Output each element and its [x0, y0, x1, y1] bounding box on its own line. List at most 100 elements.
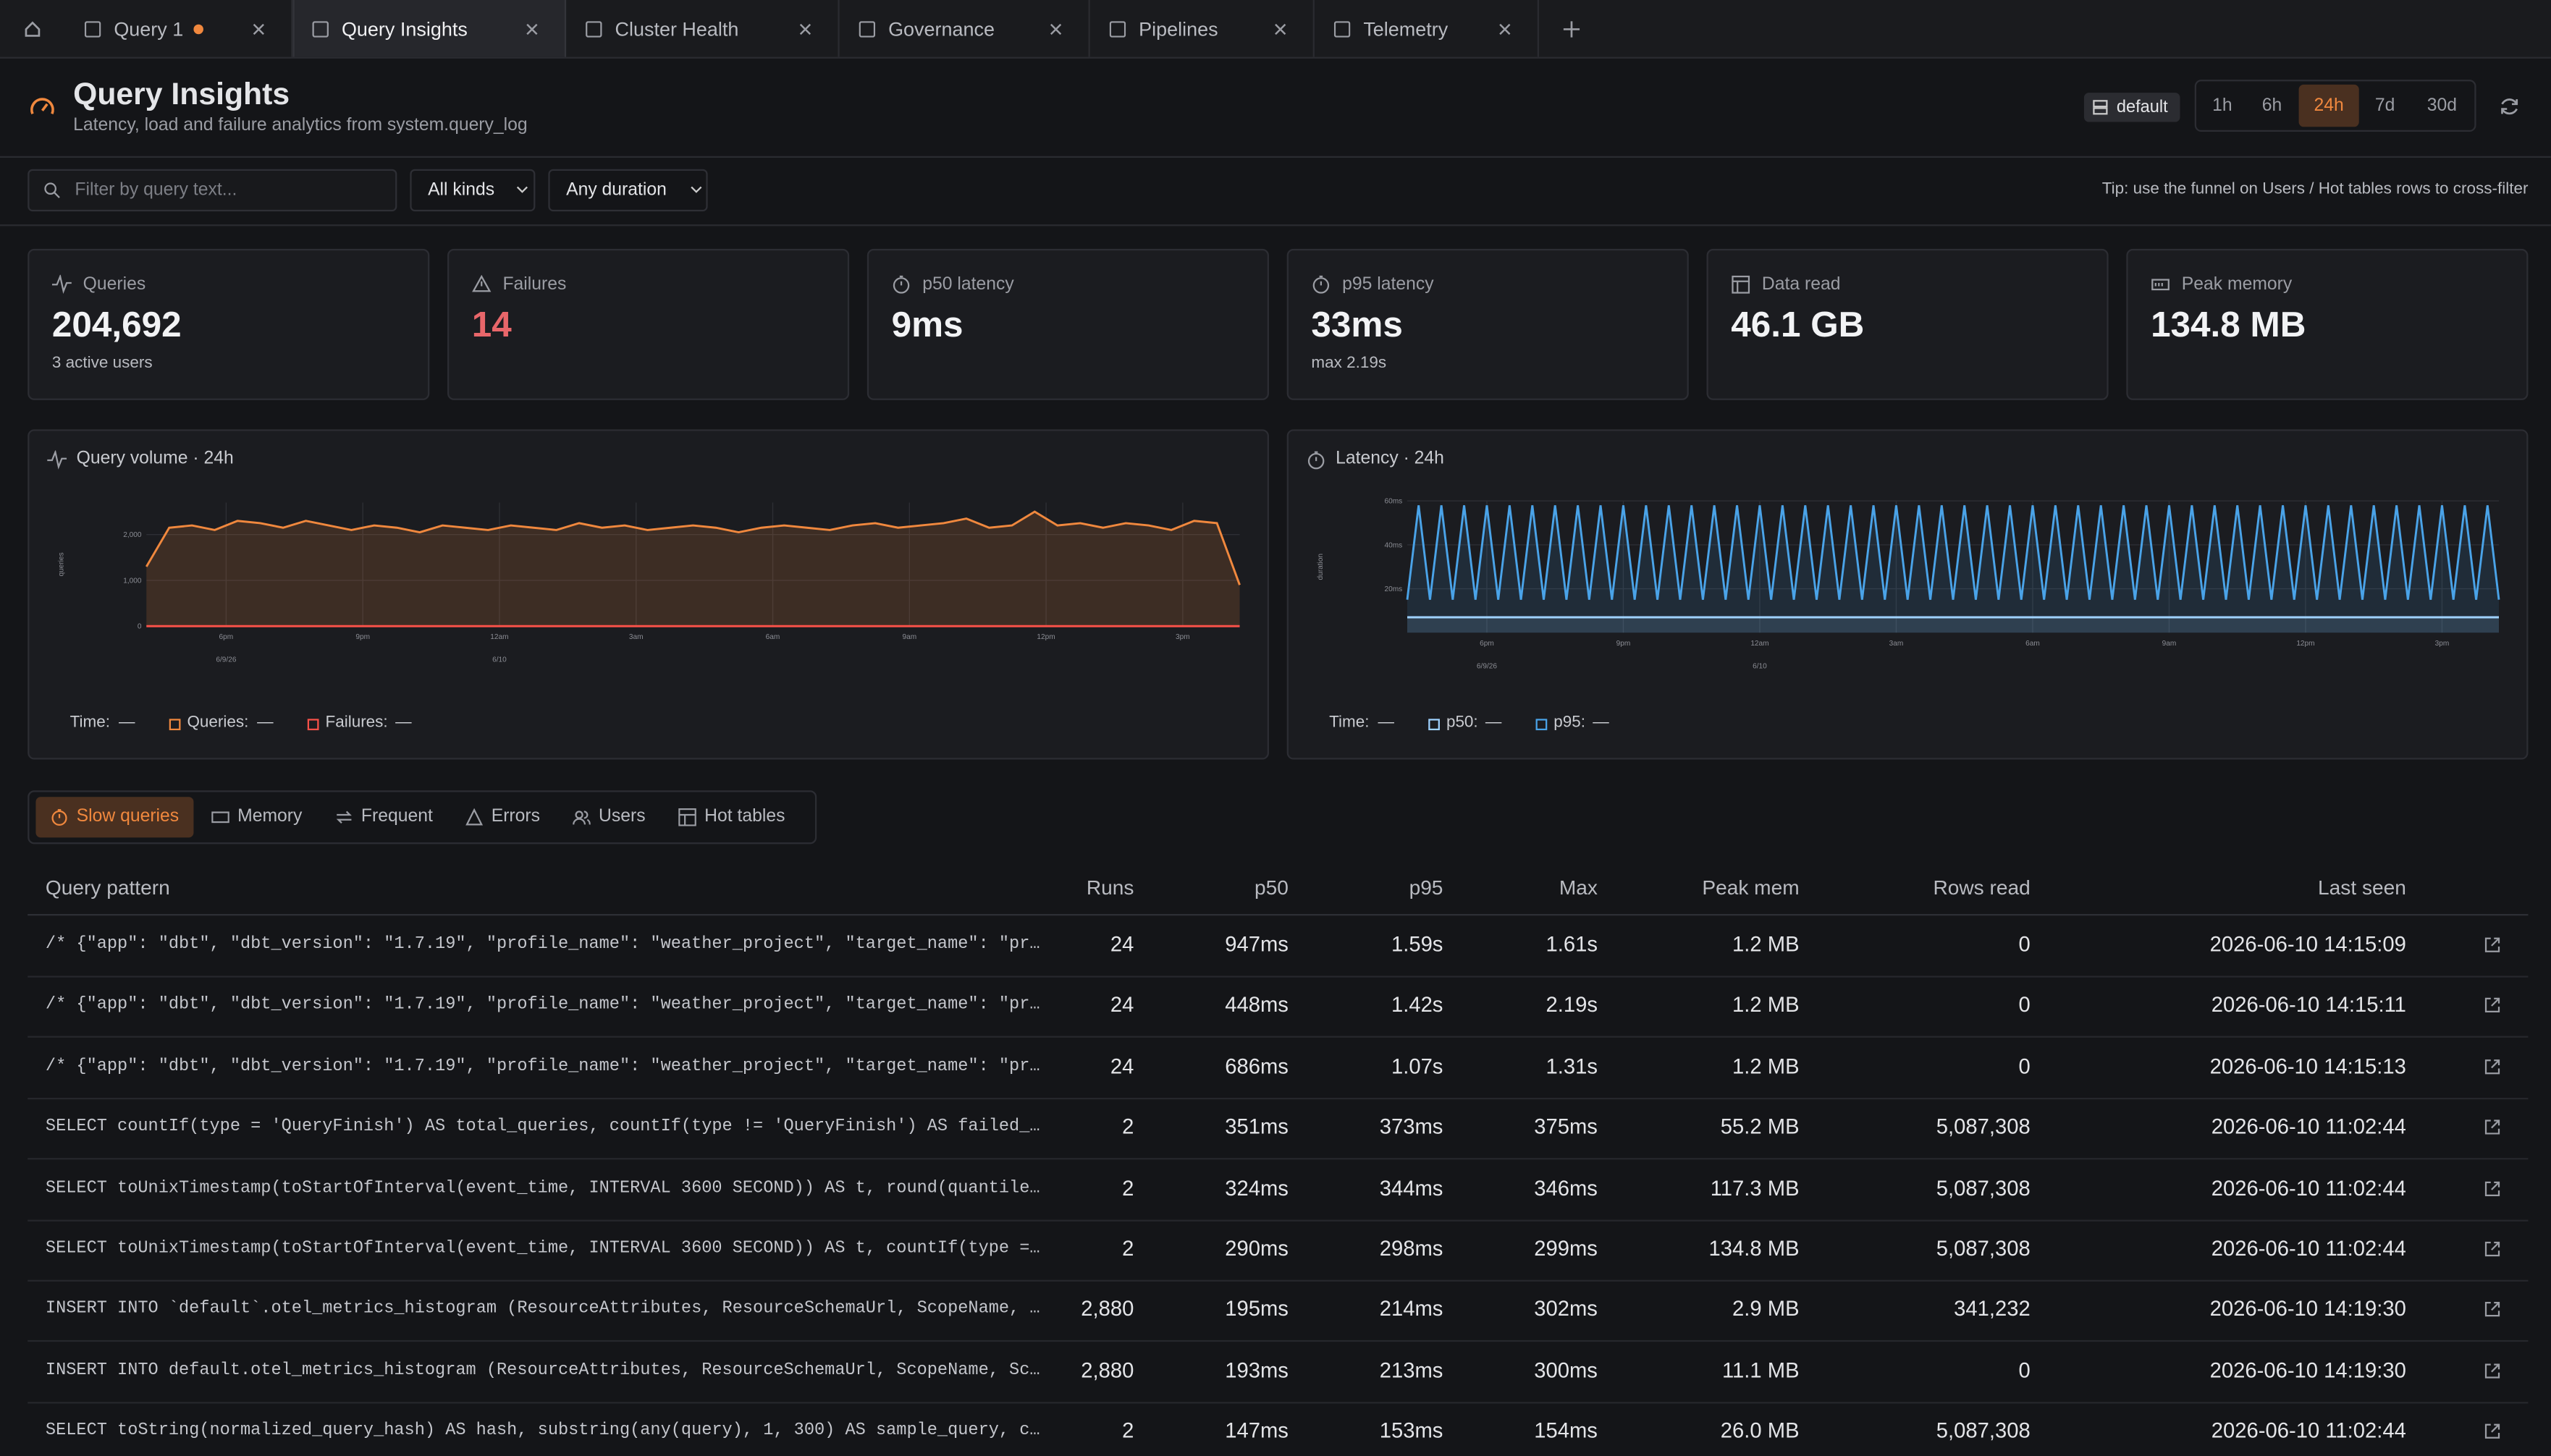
- cell: 300ms: [1534, 1358, 1598, 1382]
- tab[interactable]: [1315, 0, 1540, 57]
- view-label: Users: [599, 806, 646, 826]
- open-link[interactable]: [2484, 1241, 2500, 1257]
- line: [1406, 505, 2500, 600]
- cell: 0: [2018, 1358, 2031, 1382]
- y-tick-label: 1,000: [123, 577, 142, 585]
- kpi-label: Queries: [83, 274, 146, 295]
- tab[interactable]: [1090, 0, 1315, 57]
- open-link[interactable]: [2484, 937, 2500, 953]
- unsaved-dot: [193, 24, 203, 35]
- cell: 2.9 MB: [1732, 1297, 1800, 1321]
- view-tab-active[interactable]: [35, 797, 194, 838]
- home-icon[interactable]: [22, 20, 42, 39]
- range-option[interactable]: 1h: [2212, 96, 2232, 116]
- legend-label: Queries:: [187, 714, 249, 732]
- new-tab[interactable]: [1563, 21, 1580, 38]
- chart-card: [28, 429, 1269, 760]
- close-tab[interactable]: [798, 22, 811, 35]
- chart-icon: [1307, 451, 1325, 470]
- active-tab[interactable]: [292, 0, 567, 57]
- cell: 2: [1122, 1236, 1134, 1261]
- column-header: p95: [1409, 876, 1443, 900]
- kpi-card: [2126, 248, 2529, 400]
- row-border: [28, 1097, 2529, 1099]
- x-tick-label: 12pm: [2296, 640, 2314, 648]
- range-option[interactable]: 6h: [2261, 96, 2282, 116]
- y-tick-label: 2,000: [123, 531, 142, 539]
- open-link[interactable]: [2484, 1059, 2500, 1075]
- cell: 2,880: [1081, 1297, 1134, 1321]
- legend-label: p95:: [1553, 714, 1586, 732]
- open-link[interactable]: [2484, 1302, 2500, 1318]
- search-icon: [44, 182, 60, 198]
- cell: 55.2 MB: [1720, 1114, 1800, 1139]
- cell: 24: [1110, 1053, 1134, 1078]
- cell: 134.8 MB: [1708, 1236, 1800, 1261]
- cell: 947ms: [1225, 931, 1289, 957]
- cell: 448ms: [1225, 992, 1289, 1017]
- duration-select[interactable]: [548, 169, 708, 212]
- x-tick-label: 9pm: [355, 633, 370, 641]
- y-axis-label: queries: [58, 552, 66, 576]
- x-tick-label: 12pm: [1037, 633, 1055, 641]
- chart-title: Query volume · 24h: [76, 449, 234, 469]
- open-link[interactable]: [2484, 998, 2500, 1014]
- close-tab[interactable]: [1050, 22, 1063, 35]
- cell: 2026-06-10 11:02:44: [2211, 1418, 2406, 1443]
- open-link[interactable]: [2484, 1119, 2500, 1135]
- query-pattern: SELECT toUnixTimestamp(toStartOfInterval…: [45, 1239, 1040, 1259]
- view-icon: [573, 810, 591, 825]
- range-option[interactable]: 24h: [2314, 96, 2344, 116]
- kpi-value: 134.8 MB: [2151, 304, 2306, 345]
- y-tick-label: 0: [138, 623, 142, 631]
- tab[interactable]: [65, 0, 293, 57]
- close-tab[interactable]: [526, 22, 539, 35]
- query-pattern: /* {"app": "dbt", "dbt_version": "1.7.19…: [45, 1057, 1040, 1077]
- cell: 214ms: [1379, 1297, 1443, 1321]
- tab[interactable]: [566, 0, 840, 57]
- kpi-note: 3 active users: [51, 354, 153, 373]
- range-option[interactable]: 30d: [2426, 96, 2457, 116]
- cell: 5,087,308: [1936, 1114, 2031, 1139]
- page-title: Query Insights: [73, 77, 290, 113]
- x-tick-label: 6am: [766, 633, 780, 641]
- range-option[interactable]: 7d: [2374, 96, 2395, 116]
- row-border: [28, 1401, 2529, 1404]
- range-active: [2298, 84, 2359, 127]
- y-tick-label: 40ms: [1385, 541, 1403, 549]
- kpi-icon: [51, 274, 72, 295]
- search-input[interactable]: [28, 169, 397, 212]
- open-link[interactable]: [2484, 1423, 2500, 1439]
- kind-select[interactable]: [410, 169, 536, 212]
- x-date-label: 6/10: [492, 656, 507, 664]
- cell: 0: [2018, 992, 2031, 1017]
- close-tab[interactable]: [252, 22, 265, 35]
- view-label: Slow queries: [76, 806, 180, 826]
- kpi-card: [1706, 248, 2109, 400]
- cell: 5,087,308: [1936, 1418, 2031, 1443]
- tab-label: Cluster Health: [615, 17, 739, 41]
- view-label: Hot tables: [704, 806, 785, 826]
- cell: 2026-06-10 14:15:13: [2209, 1053, 2406, 1078]
- cell: 24: [1110, 992, 1134, 1017]
- column-header: p50: [1255, 876, 1289, 900]
- cell: 2.19s: [1546, 992, 1598, 1017]
- close-tab[interactable]: [1274, 22, 1287, 35]
- refresh-button[interactable]: [2499, 96, 2520, 117]
- cell: 324ms: [1225, 1174, 1289, 1200]
- cell: 0: [2018, 1053, 2031, 1078]
- tab[interactable]: [840, 0, 1090, 57]
- column-header: Max: [1559, 876, 1598, 900]
- column-header: Rows read: [1933, 876, 2031, 900]
- open-link[interactable]: [2484, 1363, 2500, 1379]
- close-tab[interactable]: [1498, 22, 1511, 35]
- x-tick-label: 3pm: [2435, 640, 2450, 648]
- header-icon: [30, 98, 54, 115]
- kpi-card: [1286, 248, 1689, 400]
- tab-icon: [586, 21, 602, 38]
- tab-label: Telemetry: [1363, 17, 1449, 41]
- cell: 2026-06-10 14:19:30: [2209, 1358, 2406, 1382]
- cell: 344ms: [1379, 1174, 1443, 1200]
- open-link[interactable]: [2484, 1180, 2500, 1196]
